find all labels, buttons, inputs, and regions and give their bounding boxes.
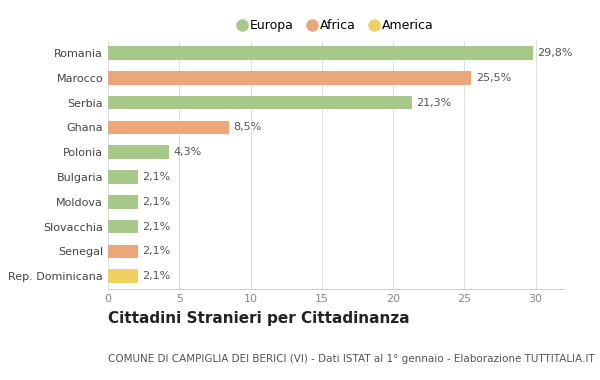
Bar (108, 170, 138, 184)
Text: 2,1%: 2,1% (142, 172, 170, 182)
Bar (108, 245, 138, 258)
Text: 25,5%: 25,5% (476, 73, 511, 83)
Text: COMUNE DI CAMPIGLIA DEI BERICI (VI) - Dati ISTAT al 1° gennaio - Elaborazione TU: COMUNE DI CAMPIGLIA DEI BERICI (VI) - Da… (108, 354, 595, 364)
Legend: Europa, Africa, America: Europa, Africa, America (233, 14, 439, 38)
Bar (108, 71, 472, 85)
Text: 4,3%: 4,3% (173, 147, 202, 157)
Bar (108, 146, 169, 159)
Bar (108, 120, 229, 134)
Bar (108, 220, 138, 233)
Text: 2,1%: 2,1% (142, 271, 170, 281)
Text: 29,8%: 29,8% (537, 48, 572, 58)
Text: 8,5%: 8,5% (233, 122, 262, 132)
Text: 2,1%: 2,1% (142, 197, 170, 207)
Text: 2,1%: 2,1% (142, 222, 170, 232)
Text: 2,1%: 2,1% (142, 247, 170, 256)
Bar (108, 269, 138, 283)
Bar (108, 195, 138, 209)
Bar (108, 46, 533, 60)
Bar (108, 96, 412, 109)
Text: Cittadini Stranieri per Cittadinanza: Cittadini Stranieri per Cittadinanza (108, 310, 410, 326)
Text: 21,3%: 21,3% (416, 98, 451, 108)
